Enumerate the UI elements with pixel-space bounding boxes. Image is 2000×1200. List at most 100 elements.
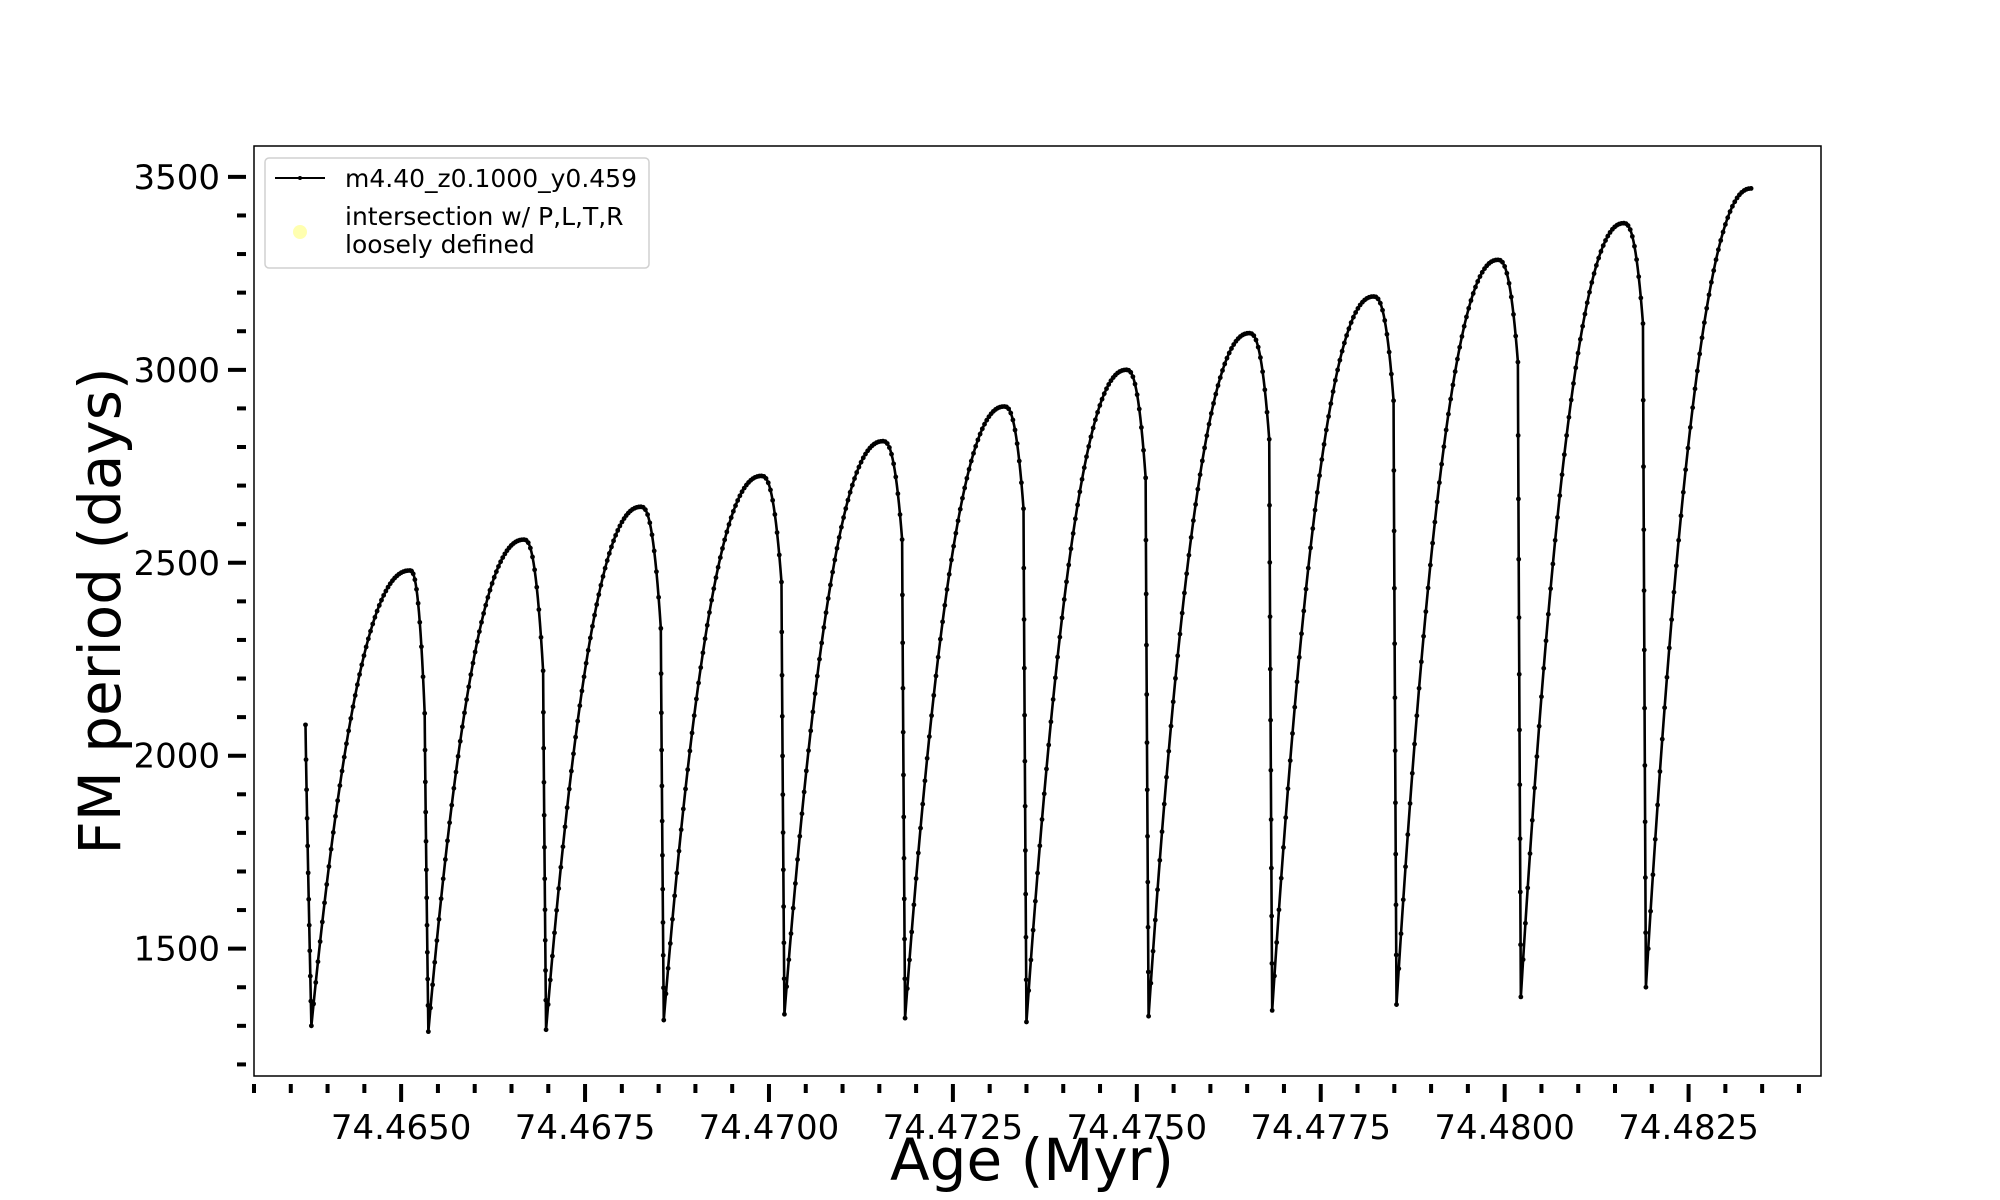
series-point	[724, 529, 730, 535]
series-point	[763, 476, 769, 481]
series-point	[328, 846, 334, 852]
series-point	[780, 830, 786, 835]
series-point	[1255, 344, 1261, 350]
series-point	[1393, 851, 1399, 857]
series-point	[1577, 336, 1583, 342]
series-point	[658, 710, 664, 716]
series-point	[1143, 475, 1149, 481]
series-point	[900, 729, 906, 735]
series-point	[1603, 238, 1608, 243]
series-point	[449, 802, 455, 808]
series-point	[962, 485, 968, 491]
series-point	[841, 515, 846, 520]
series-point	[680, 806, 686, 812]
series-point	[1439, 461, 1445, 467]
series-point	[1037, 843, 1043, 849]
series-point	[713, 575, 719, 581]
series-point	[376, 602, 382, 608]
series-point	[1268, 865, 1274, 871]
series-point	[1434, 499, 1440, 505]
series-point	[1319, 457, 1325, 462]
series-point	[1409, 770, 1415, 776]
series-point	[1064, 579, 1069, 585]
series-point	[711, 586, 717, 592]
series-point	[1310, 526, 1316, 531]
series-point	[313, 980, 319, 985]
series-point	[1448, 396, 1454, 402]
series-point	[1473, 284, 1478, 290]
series-point	[1106, 382, 1112, 387]
series-point	[307, 948, 313, 954]
series-point	[935, 654, 941, 660]
series-point	[1023, 891, 1029, 897]
series-point	[566, 786, 572, 792]
series-point	[1393, 952, 1399, 958]
series-point	[534, 584, 540, 590]
series-point	[1144, 692, 1150, 697]
series-point	[676, 848, 682, 854]
series-point	[902, 976, 908, 982]
series-point	[1019, 480, 1024, 486]
series-point	[419, 644, 424, 650]
series-point	[1253, 337, 1259, 343]
series-point	[1077, 489, 1083, 495]
series-point	[1394, 1002, 1399, 1008]
series-point	[1436, 480, 1442, 486]
series-point	[1132, 381, 1138, 387]
series-point	[1353, 310, 1359, 315]
series-point	[1179, 610, 1185, 616]
series-point	[1301, 608, 1307, 614]
series-point	[422, 747, 428, 753]
series-point	[1391, 585, 1397, 591]
series-point	[1022, 712, 1027, 718]
series-point	[812, 691, 818, 697]
series-point	[1557, 493, 1563, 499]
series-point	[784, 984, 790, 990]
series-point	[1568, 397, 1574, 403]
legend-frame	[264, 157, 650, 269]
series-point	[1143, 591, 1149, 597]
series-point	[659, 783, 665, 789]
series-point	[971, 450, 976, 456]
series-point	[849, 482, 855, 488]
series-point	[306, 922, 312, 928]
series-point	[1144, 740, 1150, 746]
series-point	[346, 728, 352, 734]
series-point	[303, 757, 309, 763]
series-point	[1466, 305, 1472, 311]
series-point	[900, 640, 906, 646]
series-point	[901, 896, 907, 902]
series-point	[451, 785, 457, 791]
series-point	[1699, 335, 1705, 341]
legend-label-series: m4.40_z0.1000_y0.459	[345, 164, 637, 193]
series-point	[1267, 502, 1272, 508]
series-point	[350, 704, 356, 710]
series-point	[1226, 350, 1232, 356]
series-point	[483, 602, 489, 608]
series-point	[337, 783, 343, 788]
series-point	[786, 957, 792, 963]
series-point	[447, 820, 453, 826]
series-point	[489, 581, 495, 586]
series-point	[931, 692, 937, 698]
series-point	[1655, 802, 1660, 808]
series-point	[617, 523, 623, 529]
series-point	[1303, 586, 1309, 592]
series-point	[424, 922, 430, 928]
series-point	[1145, 879, 1151, 885]
x-tick-label: 74.4775	[1250, 1108, 1391, 1148]
series-point	[487, 587, 493, 593]
series-point	[1636, 274, 1642, 280]
series-point	[436, 916, 442, 922]
series-point	[966, 466, 972, 472]
x-tick-label: 74.4750	[1067, 1108, 1208, 1148]
series-point	[1022, 803, 1028, 809]
series-point	[1638, 295, 1644, 301]
series-point	[308, 1023, 314, 1029]
series-point	[1534, 754, 1540, 759]
series-point	[1144, 642, 1149, 648]
series-point	[942, 602, 948, 608]
series-point	[1088, 434, 1094, 440]
series-point	[953, 530, 959, 536]
